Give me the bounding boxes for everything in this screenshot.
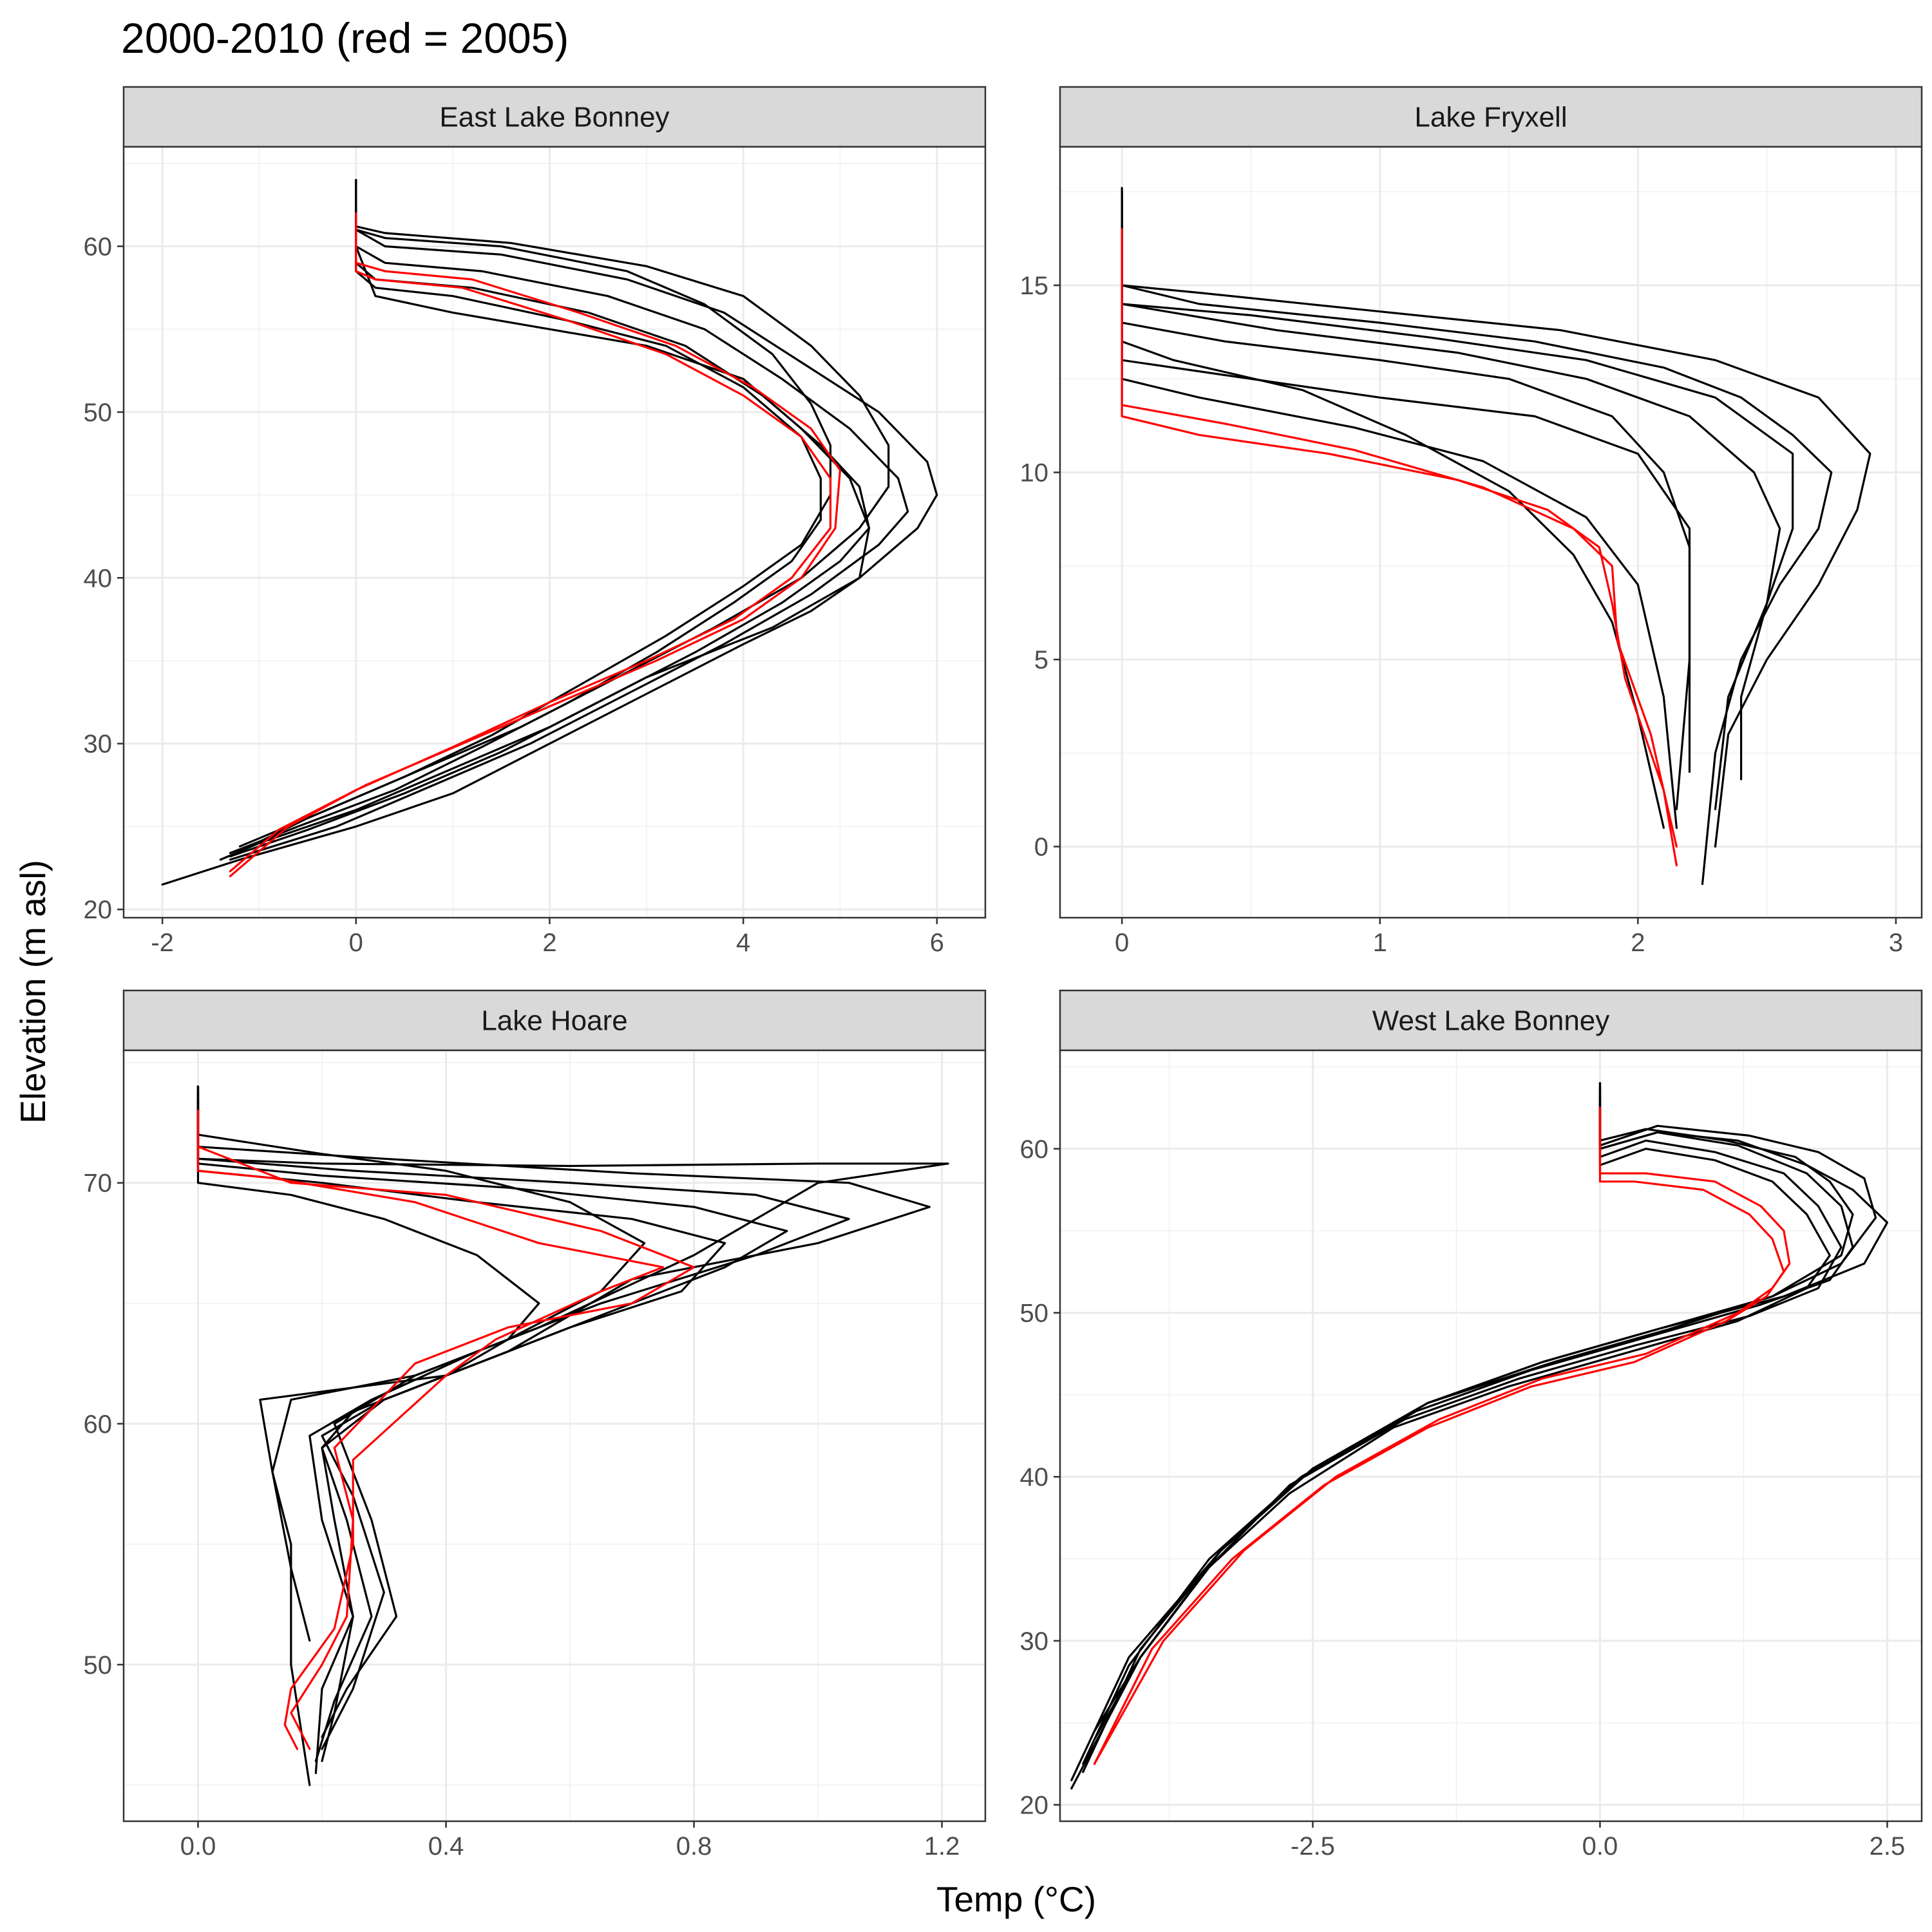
x-tick-label: 0.0 bbox=[1582, 1832, 1618, 1861]
series-group bbox=[161, 178, 938, 886]
profile-line-2005 bbox=[229, 220, 832, 873]
profile-line bbox=[1121, 202, 1691, 811]
profile-line bbox=[1082, 1090, 1854, 1765]
profile-line bbox=[1093, 1106, 1831, 1732]
y-tick-label: 60 bbox=[84, 232, 113, 261]
x-tick-label: 2 bbox=[542, 929, 556, 957]
strip-label: East Lake Bonney bbox=[439, 102, 669, 133]
profile-line-2005 bbox=[1121, 239, 1678, 848]
profile-line bbox=[1121, 191, 1833, 886]
panel-border bbox=[122, 1049, 987, 1823]
x-tick-label: 0 bbox=[349, 929, 363, 957]
profile-line bbox=[1121, 209, 1794, 781]
strip-label: Lake Hoare bbox=[481, 1005, 627, 1037]
chart-title: 2000-2010 (red = 2005) bbox=[121, 14, 569, 62]
x-tick-label: 1 bbox=[1373, 929, 1387, 957]
panel-border bbox=[1059, 146, 1923, 919]
x-tick-label: 4 bbox=[736, 929, 750, 957]
x-tick-label: 0.0 bbox=[180, 1832, 216, 1861]
panel-west-lake-bonney: West Lake Bonney -2.5 0.0 2.5 20 30 40 50 60 bbox=[1020, 989, 1923, 1861]
x-tick-label: 2.5 bbox=[1870, 1832, 1906, 1861]
profile-line-2005 bbox=[1093, 1123, 1785, 1765]
x-tick-label: 0.8 bbox=[676, 1832, 712, 1861]
y-tick-label: 50 bbox=[84, 399, 113, 427]
x-tick-label: 0.4 bbox=[428, 1832, 464, 1861]
panel-border bbox=[1059, 1049, 1923, 1823]
y-axis-title: Elevation (m asl) bbox=[13, 860, 53, 1124]
y-tick-label: 20 bbox=[84, 896, 113, 924]
x-tick-label: 6 bbox=[930, 929, 944, 957]
panel-lake-fryxell: Lake Fryxell 0 1 2 3 0 5 10 15 bbox=[1020, 86, 1923, 957]
y-tick-label: 5 bbox=[1034, 646, 1048, 674]
series-group bbox=[196, 1085, 949, 1786]
strip-background bbox=[1059, 86, 1923, 148]
y-tick-label: 15 bbox=[1020, 272, 1049, 300]
y-tick-label: 40 bbox=[1020, 1463, 1049, 1492]
profile-line bbox=[1121, 191, 1871, 848]
y-tick-label: 30 bbox=[1020, 1627, 1049, 1656]
panel-background bbox=[1060, 1050, 1922, 1821]
profile-line-2005 bbox=[1121, 228, 1678, 867]
profile-line bbox=[229, 204, 822, 855]
y-tick-label: 10 bbox=[1020, 459, 1049, 488]
x-tick-label: -2 bbox=[151, 929, 174, 957]
x-axis-title: Temp (°C) bbox=[936, 1879, 1096, 1919]
y-tick-label: 70 bbox=[84, 1170, 113, 1198]
profile-line bbox=[238, 178, 832, 853]
strip-background bbox=[122, 86, 987, 148]
profile-line bbox=[196, 1085, 646, 1738]
panel-background bbox=[124, 147, 985, 918]
profile-line bbox=[219, 178, 938, 861]
panel-lake-hoare: Lake Hoare 0.0 0.4 0.8 1.2 50 60 70 bbox=[84, 989, 987, 1861]
y-tick-label: 60 bbox=[1020, 1135, 1049, 1164]
y-tick-label: 0 bbox=[1034, 833, 1048, 862]
profile-line bbox=[196, 1085, 850, 1774]
strip-label: Lake Fryxell bbox=[1414, 102, 1567, 133]
profile-line bbox=[1121, 198, 1781, 811]
profile-line-2005 bbox=[196, 1121, 665, 1750]
panel-background bbox=[1060, 147, 1922, 918]
y-tick-label: 50 bbox=[84, 1651, 113, 1680]
series-group bbox=[1070, 1082, 1889, 1790]
panel-border bbox=[122, 146, 987, 919]
profile-line bbox=[1121, 187, 1665, 829]
series-group bbox=[1121, 187, 1871, 886]
x-tick-label: 2 bbox=[1631, 929, 1645, 957]
x-tick-label: 1.2 bbox=[924, 1832, 960, 1861]
profile-line bbox=[229, 187, 909, 861]
profile-line bbox=[238, 182, 890, 848]
profile-line bbox=[1070, 1085, 1877, 1781]
y-tick-label: 20 bbox=[1020, 1792, 1049, 1820]
y-tick-label: 60 bbox=[84, 1410, 113, 1439]
panel-east-lake-bonney: East Lake Bonney -2 0 2 4 6 20 30 40 50 60 bbox=[84, 86, 987, 957]
strip-label: West Lake Bonney bbox=[1372, 1005, 1610, 1037]
profile-line bbox=[196, 1097, 788, 1763]
profile-line-2005 bbox=[196, 1109, 696, 1750]
y-tick-label: 50 bbox=[1020, 1299, 1049, 1327]
x-tick-label: -2.5 bbox=[1291, 1832, 1335, 1861]
y-tick-label: 40 bbox=[84, 564, 113, 592]
profile-line bbox=[1121, 228, 1678, 829]
y-tick-label: 30 bbox=[84, 730, 113, 759]
x-tick-label: 0 bbox=[1115, 929, 1129, 957]
x-tick-label: 3 bbox=[1889, 929, 1903, 957]
